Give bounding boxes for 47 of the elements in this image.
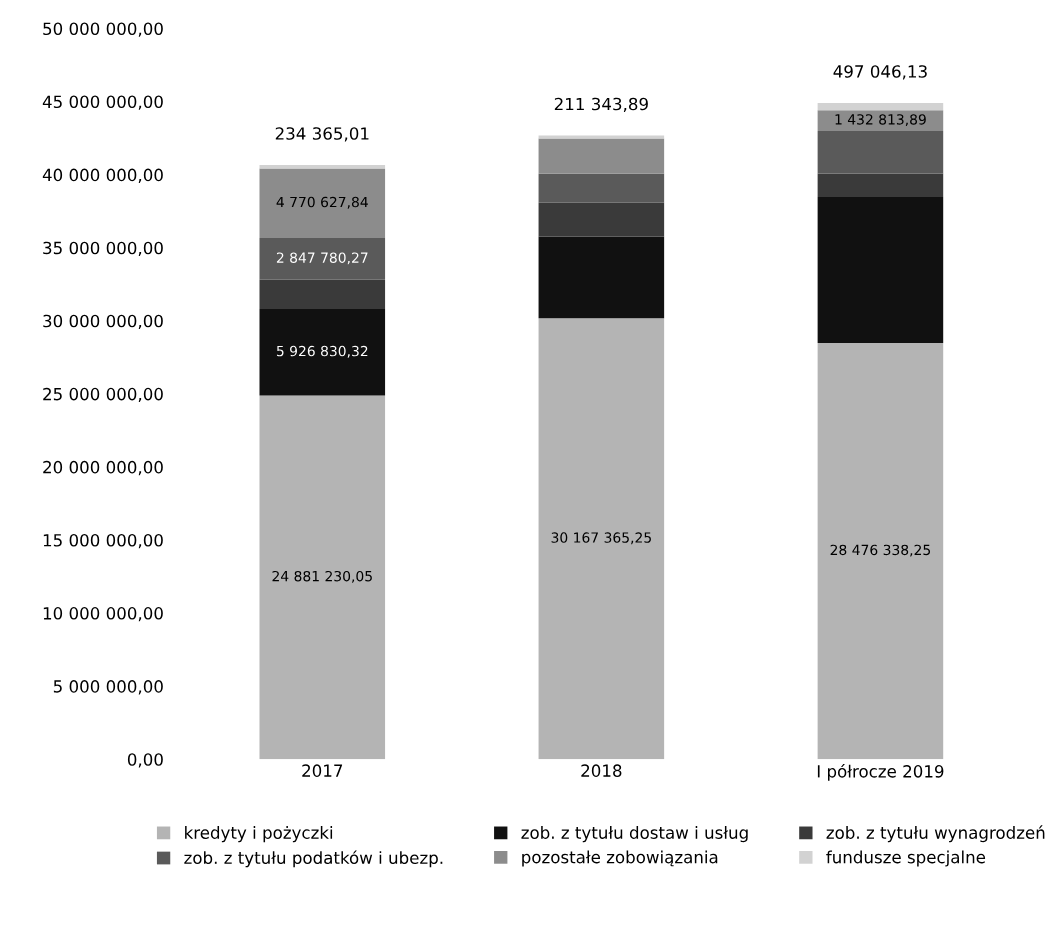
bar (259, 238, 386, 280)
bar (538, 173, 665, 203)
bar (259, 168, 386, 239)
bar (538, 135, 665, 139)
y-tick-label: 5 000 000,00 (53, 680, 163, 695)
bar (817, 110, 944, 132)
y-tick-label: 15 000 000,00 (43, 533, 163, 549)
y-tick-label: 20 000 000,00 (43, 460, 163, 476)
bar (259, 395, 386, 760)
legend-label: kredyty i pożyczki (185, 826, 333, 843)
bar (538, 202, 665, 237)
bar (259, 279, 386, 309)
bar (817, 173, 944, 197)
data-label: 5 926 830,32 (276, 345, 368, 358)
bar (817, 131, 944, 174)
y-tick-label: 50 000 000,00 (43, 22, 163, 37)
legend-label: fundusze specjalne (826, 850, 986, 867)
bar (538, 236, 665, 319)
bar (817, 102, 944, 111)
data-label: 234 365,01 (275, 127, 369, 142)
x-tick-label: I półrocze 2019 (817, 764, 944, 781)
y-tick-label: 25 000 000,00 (43, 387, 163, 403)
data-label: 30 167 365,25 (551, 532, 651, 545)
bar (817, 196, 944, 344)
data-label: 24 881 230,05 (272, 570, 372, 583)
bar (538, 318, 665, 760)
x-tick-label: 2018 (581, 764, 622, 777)
x-tick-label: 2017 (302, 764, 343, 777)
y-tick-label: 35 000 000,00 (43, 241, 163, 256)
legend-label: zob. z tytułu podatków i ubezp. (184, 850, 443, 868)
bar (538, 138, 665, 174)
data-label: 28 476 338,25 (830, 544, 931, 557)
data-label: 4 770 627,84 (276, 196, 368, 209)
data-label: 2 847 780,27 (276, 252, 368, 265)
data-label: 1 432 813,89 (835, 114, 926, 127)
bar (817, 343, 944, 760)
legend-label: zob. z tytułu wynagrodzeń (826, 825, 1045, 843)
data-label: 497 046,13 (833, 65, 927, 80)
data-label: 211 343,89 (554, 97, 648, 113)
legend-label: pozostałe zobowiązania (522, 850, 718, 867)
y-tick-label: 10 000 000,00 (43, 607, 163, 622)
legend-label: zob. z tytułu dostaw i usług (521, 826, 748, 843)
y-tick-label: 30 000 000,00 (43, 314, 163, 330)
y-tick-label: 0,00 (127, 753, 163, 768)
y-tick-label: 45 000 000,00 (42, 95, 163, 110)
bar (259, 308, 386, 396)
y-tick-label: 40 000 000,00 (42, 168, 163, 183)
